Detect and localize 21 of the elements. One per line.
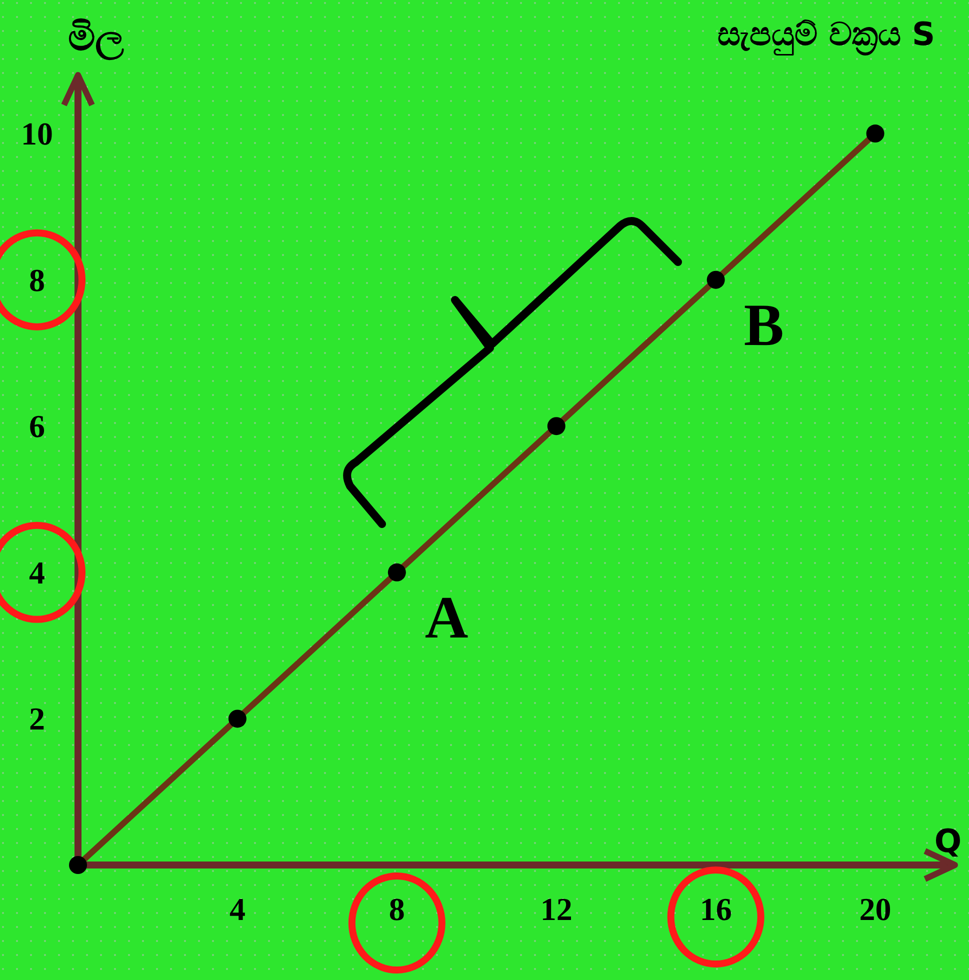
point [69,856,87,874]
point [228,710,246,728]
x-tick-label: 4 [229,891,246,927]
y-tick-label: 6 [29,408,45,444]
chart-title: සැපයුම් වක්‍රය S [718,15,935,56]
point [547,417,566,436]
y-tick-label: 8 [29,262,45,298]
point [388,563,406,582]
annotation: B [744,292,784,358]
x-tick-label: 8 [388,891,405,927]
point [866,124,884,143]
annotation: A [424,584,468,650]
x-tick-label: 12 [540,891,572,927]
x-tick-label: 16 [700,891,732,927]
y-tick-label: 2 [29,700,45,737]
x-axis-title: Q [934,822,962,860]
y-tick-label: 10 [21,116,53,152]
x-tick-label: 20 [859,891,892,927]
y-tick-label: 4 [29,554,45,590]
y-axis-title: මිල [68,15,124,61]
point [706,270,725,289]
